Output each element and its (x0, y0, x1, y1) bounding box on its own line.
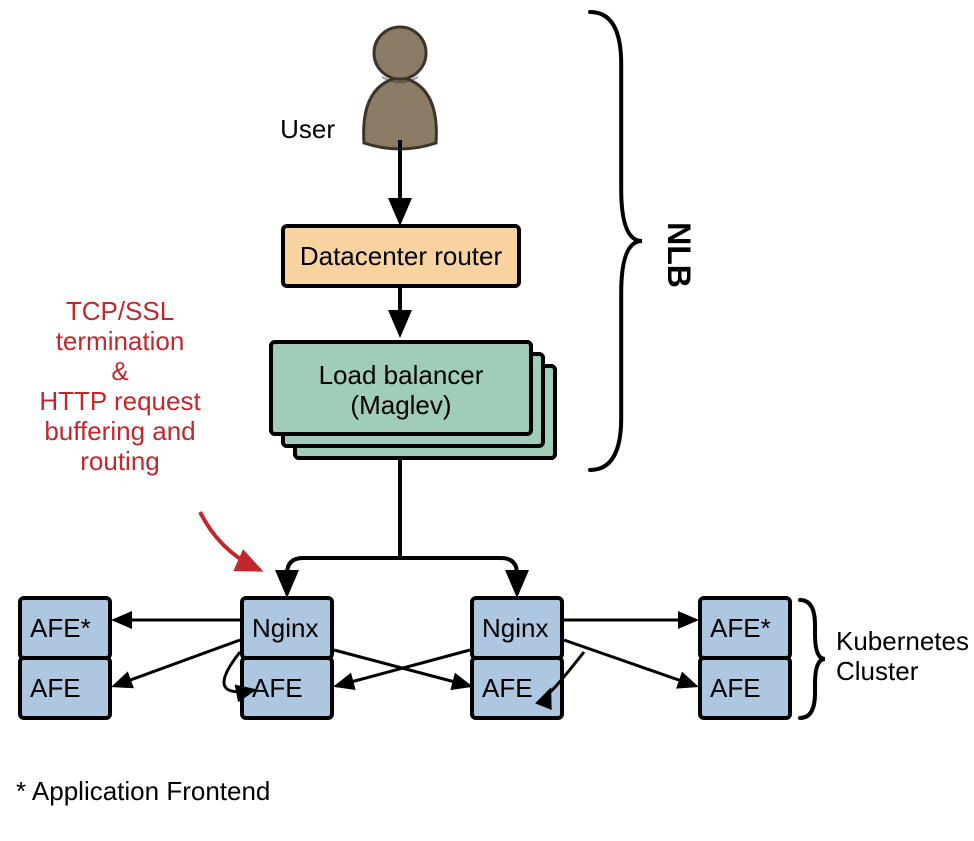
nginx-box-2-label: Nginx (482, 613, 548, 643)
afe-box-3-label: AFE (482, 673, 533, 703)
user-icon: User (280, 27, 436, 149)
annotation-line-0: TCP/SSL (66, 296, 174, 326)
afe-box-4b-label: AFE (710, 673, 761, 703)
annotation-line-3: HTTP request (39, 386, 201, 416)
afe-box-1b-label: AFE (30, 673, 81, 703)
datacenter-router-label: Datacenter router (300, 241, 503, 271)
edge-nginx1-col0-bot (114, 640, 240, 686)
nginx-box-1-label: Nginx (252, 613, 318, 643)
annotation-line-2: & (111, 356, 128, 386)
afe-box-1a-label: AFE* (30, 613, 91, 643)
k8s-label-1: Cluster (836, 656, 919, 686)
annotation-line-4: buffering and (44, 416, 195, 446)
maglev-label-1: Load balancer (319, 360, 484, 390)
maglev-label-2: (Maglev) (350, 390, 451, 420)
annotation-arrow (200, 512, 260, 570)
afe-box-2-label: AFE (252, 673, 303, 703)
edge-nginx2-col3-bot (564, 640, 696, 686)
annotation-line-1: termination (56, 326, 185, 356)
footnote: * Application Frontend (16, 776, 270, 806)
afe-box-4a-label: AFE* (710, 613, 771, 643)
user-label: User (280, 114, 335, 144)
nlb-label: NLB (661, 222, 697, 288)
k8s-label-0: Kubernetes (836, 626, 969, 656)
annotation-line-5: routing (80, 446, 160, 476)
edge-spread (287, 558, 517, 594)
